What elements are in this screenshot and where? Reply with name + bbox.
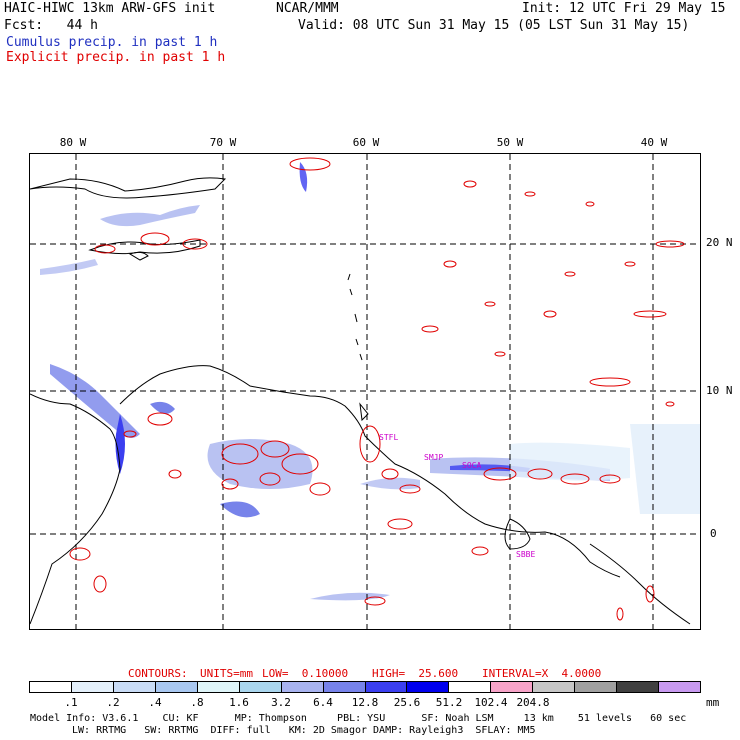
colorbar-swatch [239, 682, 282, 692]
colorbar-swatch [113, 682, 156, 692]
colorbar-unit: mm [706, 696, 720, 709]
lon-label-70w: 70 W [209, 136, 237, 149]
explicit-legend: Explicit precip. in past 1 h [6, 50, 226, 65]
init-time: Init: 12 UTC Fri 29 May 15 [522, 1, 726, 16]
colorbar-tick-label: 6.4 [313, 696, 333, 709]
model-info-line2: LW: RRTMG SW: RRTMG DIFF: full KM: 2D Sm… [72, 725, 536, 736]
station-label: SMJP [424, 453, 444, 462]
org-label: NCAR/MMM [276, 1, 339, 16]
contours-interval: INTERVAL=X 4.0000 [482, 667, 602, 680]
lon-label-80w: 80 W [59, 136, 87, 149]
colorbar-tick-label: 25.6 [393, 696, 421, 709]
contours-units: UNITS=mm [200, 667, 253, 680]
colorbar-tick-label: .2 [106, 696, 120, 709]
colorbar-tick-label: 1.6 [229, 696, 249, 709]
colorbar-tick-label: .4 [148, 696, 162, 709]
colorbar-swatch [155, 682, 198, 692]
colorbar-swatch [365, 682, 408, 692]
station-label: SOCA [462, 461, 482, 470]
colorbar-tick-label: 102.4 [474, 696, 508, 709]
colorbar-tick-label: 51.2 [435, 696, 463, 709]
contours-label: CONTOURS: [128, 667, 188, 680]
explicit-precip-contours [69, 157, 685, 621]
contours-low: LOW= 0.10000 [262, 667, 349, 680]
map-canvas [30, 154, 700, 629]
cumulus-precip-areas [40, 162, 700, 601]
model-info-line1: Model Info: V3.6.1 CU: KF MP: Thompson P… [30, 713, 687, 724]
contours-high: HIGH= 25.600 [372, 667, 459, 680]
lon-label-60w: 60 W [352, 136, 380, 149]
colorbar-swatch [449, 682, 492, 692]
lat-label-20n: 20 N [706, 236, 733, 249]
valid-time: Valid: 08 UTC Sun 31 May 15 (05 LST Sun … [298, 18, 690, 33]
lon-label-40w: 40 W [640, 136, 668, 149]
lat-label-10n: 10 N [706, 384, 733, 397]
colorbar-swatch [491, 682, 534, 692]
station-label: SBBE [516, 550, 536, 559]
colorbar-swatch [323, 682, 366, 692]
colorbar-tick-label: 204.8 [516, 696, 550, 709]
colorbar-swatch [281, 682, 324, 692]
precip-colorbar [29, 681, 701, 693]
cumulus-legend: Cumulus precip. in past 1 h [6, 35, 218, 50]
latlon-grid [30, 154, 700, 629]
colorbar-swatch [617, 682, 660, 692]
colorbar-swatch [533, 682, 576, 692]
lon-label-50w: 50 W [496, 136, 524, 149]
forecast-hour: Fcst: 44 h [4, 18, 98, 33]
model-title: HAIC-HIWC 13km ARW-GFS init [4, 1, 216, 16]
colorbar-swatch [575, 682, 618, 692]
colorbar-swatch [407, 682, 450, 692]
colorbar-swatch [71, 682, 114, 692]
colorbar-swatch [197, 682, 240, 692]
station-label: STFL [379, 433, 399, 442]
colorbar-tick-label: .8 [190, 696, 204, 709]
colorbar-swatch [659, 682, 700, 692]
colorbar-swatch [30, 682, 72, 692]
colorbar-tick-label: .1 [64, 696, 78, 709]
precip-map: STFL SMJP SOCA SBBE [29, 153, 701, 630]
lat-label-0: 0 [710, 527, 717, 540]
coastlines [30, 177, 691, 625]
colorbar-tick-label: 12.8 [351, 696, 379, 709]
colorbar-tick-label: 3.2 [271, 696, 291, 709]
